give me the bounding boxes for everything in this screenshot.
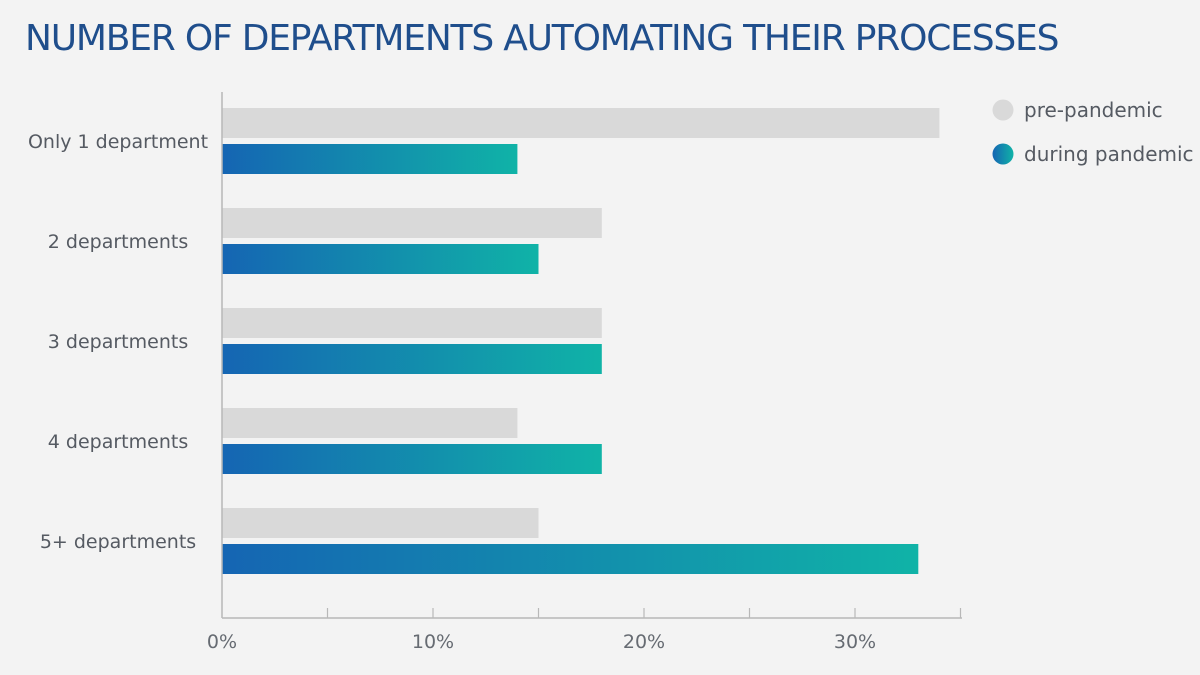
- legend-label: pre-pandemic: [1024, 98, 1163, 122]
- category-label: 4 departments: [48, 431, 188, 453]
- x-tick-label: 20%: [623, 631, 665, 653]
- bar-during-pandemic: [222, 544, 919, 574]
- bar-pre-pandemic: [222, 108, 940, 138]
- bar-during-pandemic: [222, 144, 518, 174]
- category-label: Only 1 department: [28, 131, 208, 153]
- bar-during-pandemic: [222, 244, 539, 274]
- x-tick-label: 30%: [834, 631, 876, 653]
- category-label: 2 departments: [48, 231, 188, 253]
- bar-during-pandemic: [222, 344, 602, 374]
- bar-during-pandemic: [222, 444, 602, 474]
- legend-marker-pre-pandemic: [992, 99, 1014, 121]
- legend-marker-during-pandemic: [992, 143, 1014, 165]
- bar-pre-pandemic: [222, 308, 602, 338]
- bar-pre-pandemic: [222, 508, 539, 538]
- bar-pre-pandemic: [222, 208, 602, 238]
- chart-title: NUMBER OF DEPARTMENTS AUTOMATING THEIR P…: [25, 18, 1059, 59]
- category-label: 3 departments: [48, 331, 188, 353]
- legend-label: during pandemic: [1024, 142, 1194, 166]
- x-tick-label: 10%: [412, 631, 454, 653]
- category-label: 5+ departments: [40, 531, 196, 553]
- x-tick-label: 0%: [207, 631, 237, 653]
- bar-pre-pandemic: [222, 408, 518, 438]
